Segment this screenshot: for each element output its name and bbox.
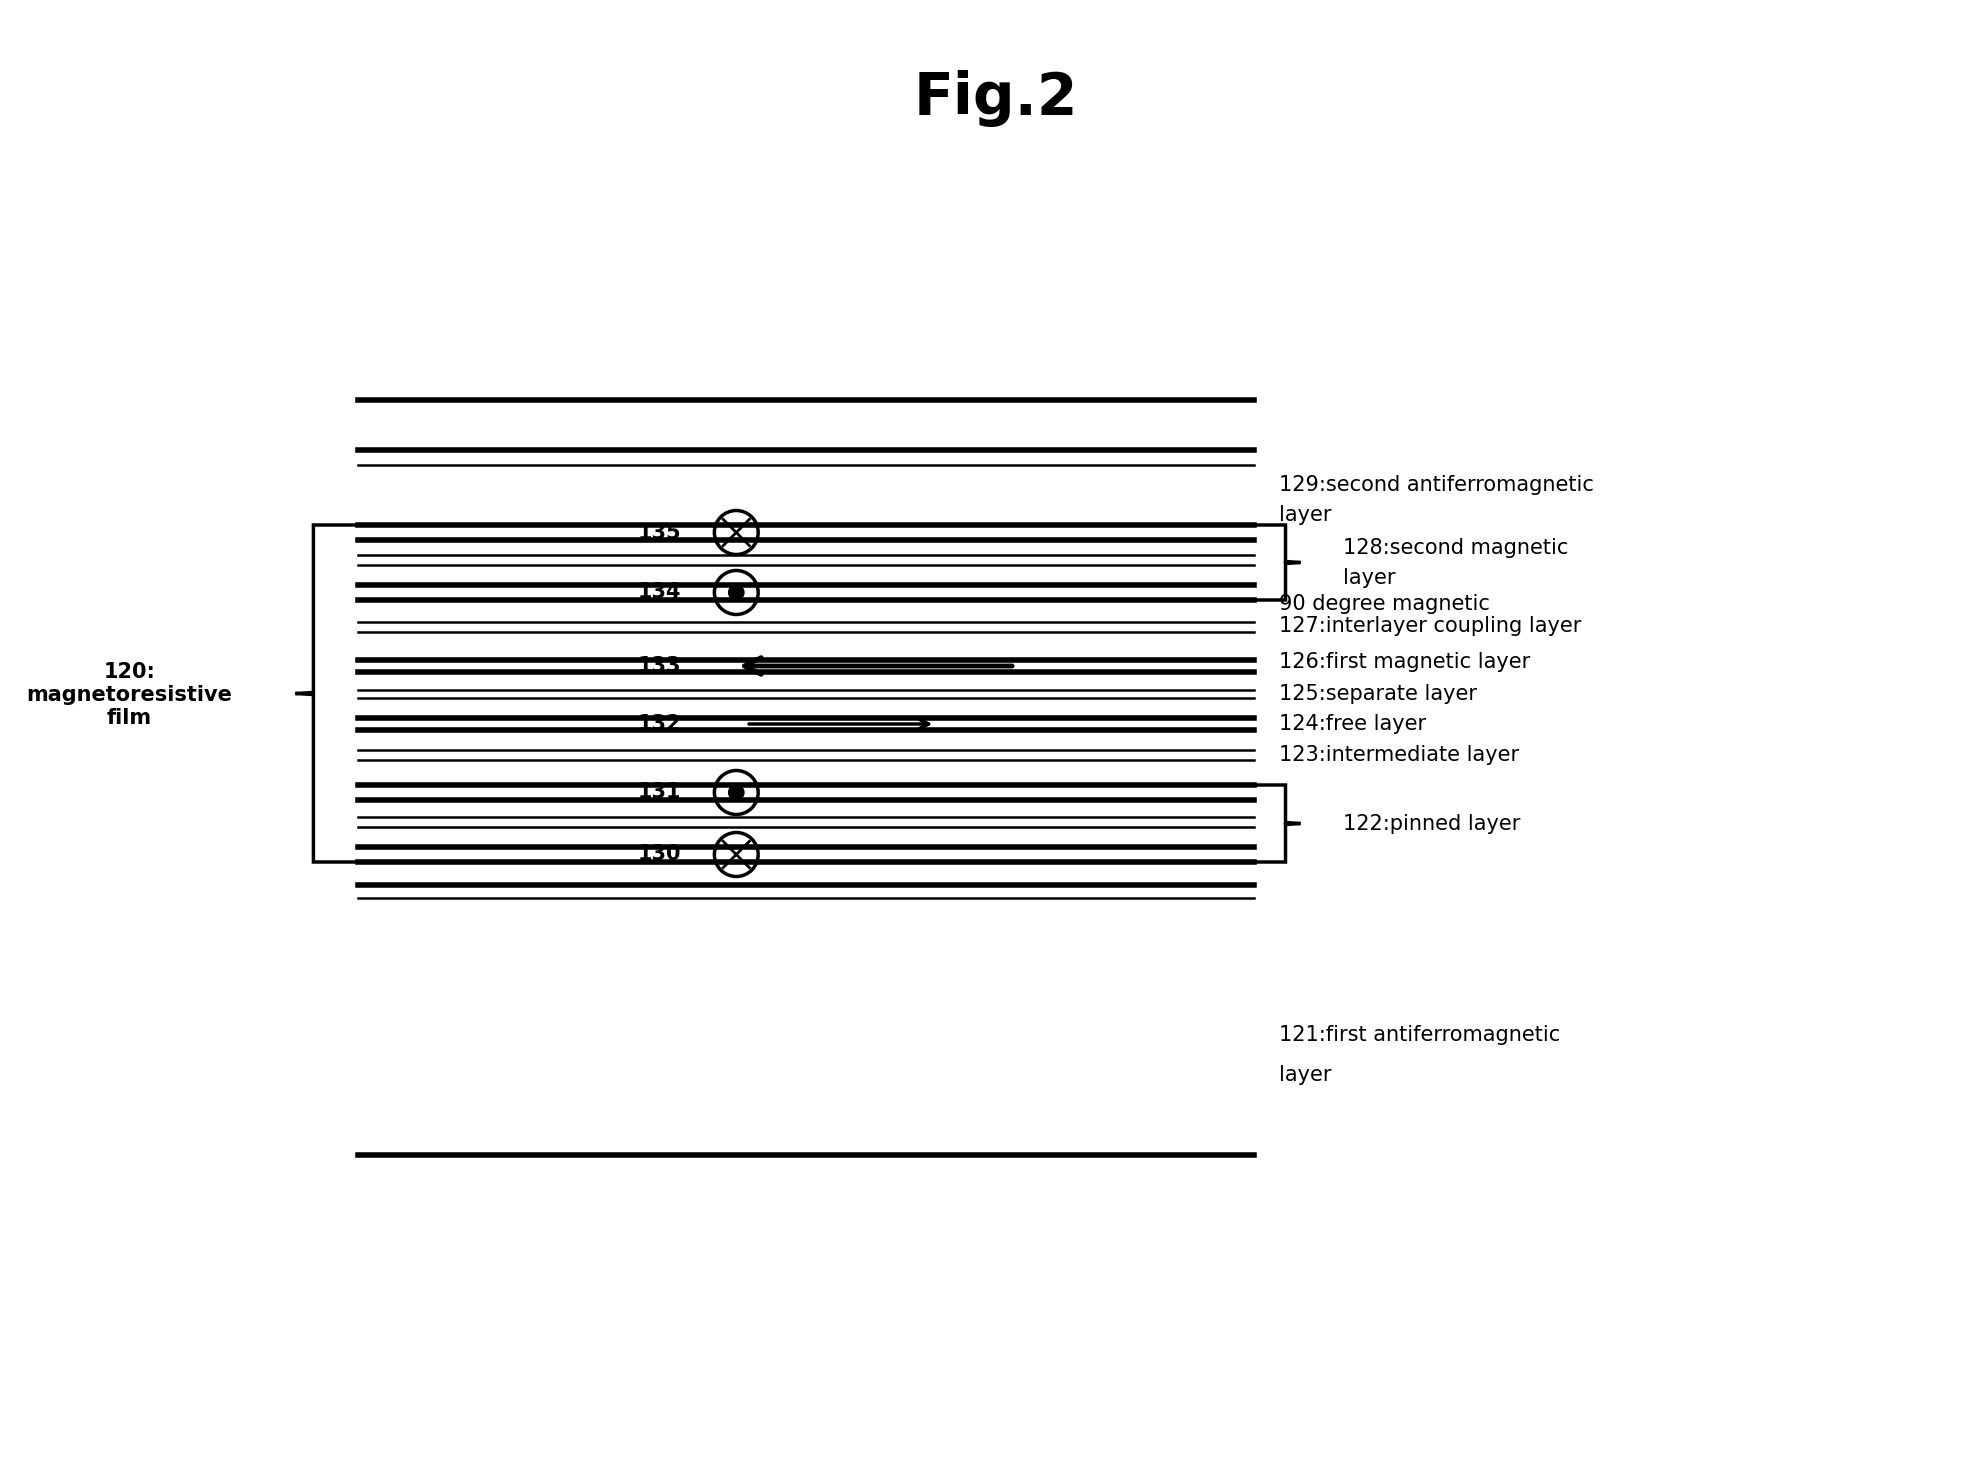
Text: layer: layer (1344, 568, 1395, 587)
Text: 135: 135 (638, 523, 682, 543)
Text: 132: 132 (638, 714, 682, 734)
Text: 134: 134 (638, 583, 682, 603)
Text: 120:
magnetoresistive
film: 120: magnetoresistive film (26, 661, 232, 729)
Text: 129:second antiferromagnetic: 129:second antiferromagnetic (1278, 474, 1594, 495)
Text: 122:pinned layer: 122:pinned layer (1344, 813, 1520, 834)
Text: 121:first antiferromagnetic: 121:first antiferromagnetic (1278, 1025, 1560, 1045)
Text: 127:interlayer coupling layer: 127:interlayer coupling layer (1278, 616, 1582, 637)
Text: layer: layer (1278, 1064, 1332, 1085)
Text: layer: layer (1278, 505, 1332, 526)
Text: 130: 130 (638, 844, 682, 864)
Text: 124:free layer: 124:free layer (1278, 714, 1425, 734)
Text: 126:first magnetic layer: 126:first magnetic layer (1278, 653, 1530, 672)
Text: Fig.2: Fig.2 (914, 70, 1078, 127)
Text: 90 degree magnetic: 90 degree magnetic (1278, 594, 1488, 615)
Text: 131: 131 (638, 783, 682, 803)
Circle shape (729, 585, 743, 600)
Text: 125:separate layer: 125:separate layer (1278, 683, 1477, 704)
Text: 123:intermediate layer: 123:intermediate layer (1278, 745, 1518, 765)
Circle shape (729, 785, 743, 800)
Text: 133: 133 (638, 656, 682, 676)
Text: 128:second magnetic: 128:second magnetic (1344, 537, 1568, 558)
